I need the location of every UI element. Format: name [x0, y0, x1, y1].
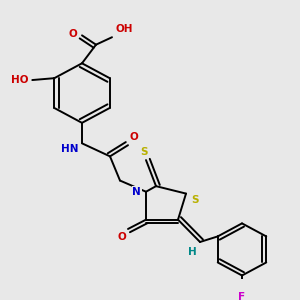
Text: OH: OH: [115, 24, 133, 34]
Text: N: N: [132, 187, 141, 197]
Text: O: O: [117, 232, 126, 242]
Text: H: H: [188, 247, 197, 256]
Text: S: S: [140, 147, 148, 157]
Text: O: O: [130, 132, 139, 142]
Text: S: S: [191, 196, 199, 206]
Text: HN: HN: [61, 144, 79, 154]
Text: F: F: [238, 292, 246, 300]
Text: O: O: [68, 29, 77, 39]
Text: HO: HO: [11, 75, 28, 85]
